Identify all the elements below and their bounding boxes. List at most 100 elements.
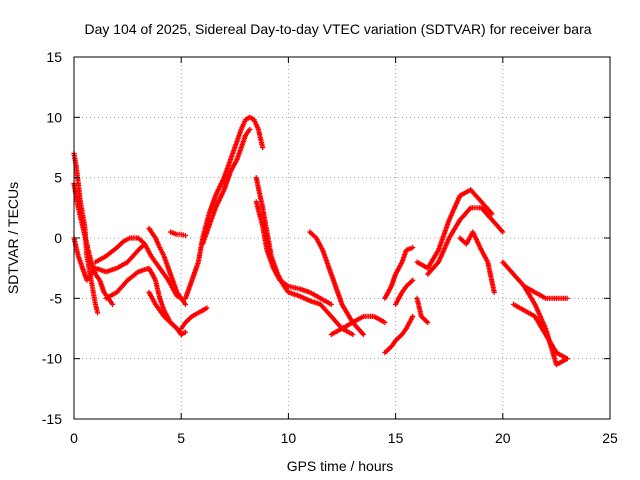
data-trail xyxy=(213,176,226,197)
data-point xyxy=(564,295,570,301)
series-track-22 xyxy=(457,229,497,295)
data-trail xyxy=(213,188,226,209)
data-trail xyxy=(222,158,233,179)
data-point xyxy=(260,144,266,151)
y-tick-label: 10 xyxy=(46,109,62,125)
data-point xyxy=(500,229,506,235)
data-trail xyxy=(436,236,452,264)
data-trail xyxy=(264,249,276,270)
data-trail xyxy=(201,306,209,313)
data-trail xyxy=(314,236,325,252)
data-trail xyxy=(153,279,162,300)
data-trail xyxy=(122,236,131,244)
data-trail xyxy=(458,206,473,222)
data-trail xyxy=(278,278,290,288)
data-trail xyxy=(383,285,394,300)
data-trail xyxy=(158,309,166,318)
data-point xyxy=(564,356,570,362)
data-trail xyxy=(512,302,526,313)
data-trail xyxy=(158,246,166,257)
data-trail xyxy=(84,243,94,264)
data-trail xyxy=(228,140,239,161)
data-trail xyxy=(400,285,408,294)
data-trail xyxy=(147,291,158,306)
data-trail xyxy=(426,248,441,270)
data-trail xyxy=(351,314,365,325)
data-trail xyxy=(469,188,483,204)
data-trail xyxy=(490,218,505,234)
data-trail xyxy=(282,285,290,294)
series-track-9 xyxy=(178,305,210,332)
series-track-24 xyxy=(510,301,570,362)
data-trail xyxy=(389,339,398,348)
data-trail xyxy=(143,242,153,258)
data-point xyxy=(410,245,416,251)
data-trail xyxy=(179,321,187,330)
x-tick-label: 20 xyxy=(495,430,511,446)
series-track-13 xyxy=(253,199,334,307)
series-track-10 xyxy=(182,114,266,301)
data-trail xyxy=(533,290,547,301)
x-tick-label: 0 xyxy=(70,430,78,446)
data-point xyxy=(350,331,356,338)
data-trail xyxy=(175,327,183,336)
data-trail xyxy=(207,194,218,215)
data-trail xyxy=(197,308,204,315)
series-track-23 xyxy=(500,259,570,301)
series-track-7 xyxy=(146,289,184,338)
data-trail xyxy=(447,218,462,240)
data-trail xyxy=(414,297,424,318)
data-trail xyxy=(523,308,536,319)
data-trail xyxy=(104,246,119,258)
data-trail xyxy=(271,267,282,282)
data-trail xyxy=(383,345,393,354)
series-track-17 xyxy=(382,245,416,301)
data-trail xyxy=(256,128,265,149)
data-point xyxy=(182,301,189,307)
data-trail xyxy=(260,224,270,252)
data-trail xyxy=(340,320,354,331)
data-trail xyxy=(183,279,194,300)
data-trail xyxy=(153,303,162,312)
data-trail xyxy=(88,279,96,294)
data-trail xyxy=(254,176,265,209)
data-trail xyxy=(179,297,187,306)
data-trail xyxy=(126,248,140,264)
data-trail xyxy=(447,194,462,221)
data-trail xyxy=(319,303,333,318)
y-tick-label: -5 xyxy=(50,290,63,306)
data-trail xyxy=(190,311,200,319)
data-trail xyxy=(89,267,97,276)
data-trail xyxy=(393,261,404,276)
data-point xyxy=(425,319,431,326)
data-point xyxy=(182,329,189,335)
data-trail xyxy=(533,303,548,330)
data-trail xyxy=(71,237,81,258)
data-trail xyxy=(479,200,494,216)
data-point xyxy=(182,232,189,239)
y-tick-label: 15 xyxy=(46,49,62,65)
data-point xyxy=(489,211,495,217)
data-trail xyxy=(184,315,194,324)
data-trail xyxy=(420,315,430,324)
data-point xyxy=(410,277,416,283)
data-trail xyxy=(162,315,172,324)
data-trail xyxy=(73,164,81,185)
data-trail xyxy=(400,327,408,336)
data-trail xyxy=(512,272,526,288)
data-trail xyxy=(543,327,559,366)
x-tick-label: 5 xyxy=(177,430,185,446)
data-point xyxy=(410,313,416,320)
data-trail xyxy=(308,230,318,240)
data-point xyxy=(328,301,334,307)
data-trail xyxy=(393,291,404,306)
data-point xyxy=(491,289,497,295)
data-trail xyxy=(222,170,233,191)
y-axis-label: SDTVAR / TECUs xyxy=(5,182,21,294)
data-trail xyxy=(115,278,130,294)
series-track-18 xyxy=(393,277,416,307)
data-trail xyxy=(329,273,345,306)
data-trail xyxy=(115,260,129,270)
x-tick-label: 15 xyxy=(388,430,404,446)
data-trail xyxy=(252,118,261,131)
